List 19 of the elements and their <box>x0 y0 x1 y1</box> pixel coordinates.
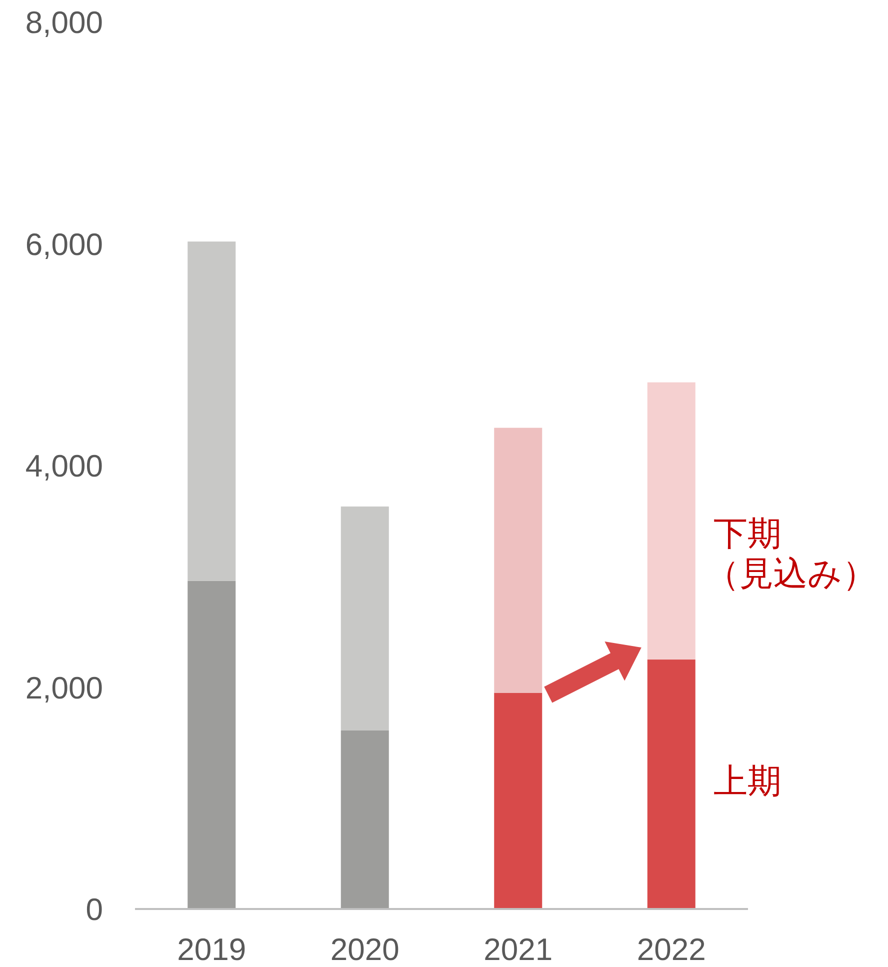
series-label: 上期 <box>713 762 782 800</box>
series-label: 下期（見込み） <box>705 514 876 593</box>
bar <box>647 660 696 909</box>
bar <box>340 506 389 730</box>
y-tick-label: 6,000 <box>25 226 103 262</box>
bar <box>494 692 542 909</box>
bar <box>494 428 542 693</box>
x-tick-label: 2020 <box>330 932 400 967</box>
x-tick-label: 2019 <box>177 932 246 967</box>
bar <box>188 242 236 581</box>
y-tick-label: 8,000 <box>25 5 103 40</box>
bar <box>647 382 696 660</box>
bar <box>188 580 236 909</box>
y-tick-label: 4,000 <box>25 448 103 484</box>
x-tick-label: 2022 <box>636 932 706 967</box>
y-tick-label: 0 <box>86 892 103 927</box>
y-tick-label: 2,000 <box>25 670 103 706</box>
bar <box>340 730 389 909</box>
x-tick-label: 2021 <box>484 932 553 967</box>
